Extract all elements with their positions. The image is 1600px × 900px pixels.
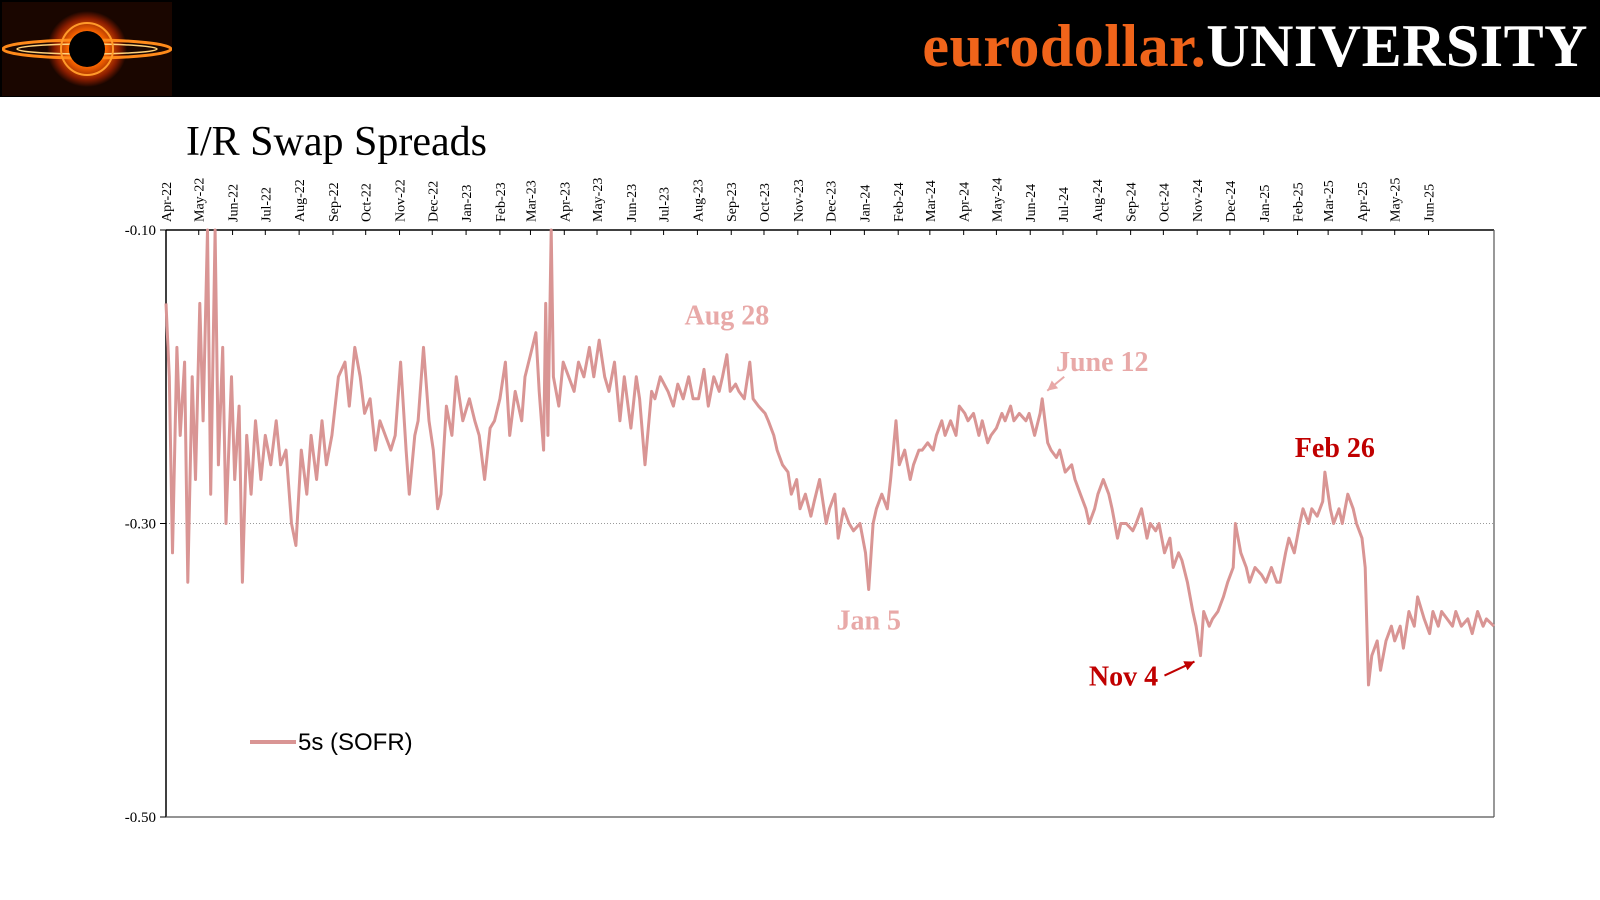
x-tick-label: Jul-22 — [259, 187, 274, 222]
x-tick-label: Nov-22 — [394, 179, 409, 222]
annotation-label: Jan 5 — [836, 606, 901, 637]
x-tick-label: Mar-23 — [524, 180, 539, 222]
x-tick-label: Mar-24 — [924, 180, 939, 222]
x-tick-label: Dec-23 — [825, 181, 840, 222]
annotation-arrowhead — [1183, 661, 1195, 671]
legend-label: 5s (SOFR) — [298, 729, 413, 756]
x-tick-label: Oct-23 — [758, 183, 773, 222]
brand-title: eurodollar.UNIVERSITY — [922, 8, 1588, 84]
x-tick-label: Dec-24 — [1224, 181, 1239, 222]
y-tick-label: -0.50 — [125, 810, 156, 826]
chart-title: I/R Swap Spreads — [186, 119, 487, 165]
x-tick-label: Jul-24 — [1057, 187, 1072, 222]
x-tick-label: Nov-23 — [792, 179, 807, 222]
x-tick-label: Mar-25 — [1322, 180, 1337, 222]
annotation-label: Feb 26 — [1295, 433, 1375, 464]
header-bar: eurodollar.UNIVERSITY — [0, 0, 1600, 97]
x-tick-label: May-25 — [1389, 178, 1404, 222]
x-tick-label: Jun-22 — [227, 184, 242, 222]
x-tick-label: Sep-22 — [327, 182, 342, 222]
x-tick-label: Sep-23 — [725, 182, 740, 222]
annotation-label: Nov 4 — [1089, 662, 1158, 693]
x-tick-label: Apr-23 — [558, 182, 573, 222]
x-tick-label: Feb-24 — [892, 182, 907, 222]
series-line — [164, 228, 1496, 687]
annotation-label: Aug 28 — [684, 301, 769, 332]
y-tick-label: -0.10 — [125, 223, 156, 239]
x-tick-label: Apr-24 — [958, 182, 973, 222]
x-tick-label: Apr-22 — [160, 182, 175, 222]
x-tick-label: Jun-25 — [1423, 184, 1438, 222]
annotation-label: June 12 — [1056, 347, 1149, 378]
annotation-arrowhead — [1047, 380, 1059, 391]
x-tick-label: Jan-23 — [460, 185, 475, 222]
x-tick-label: Aug-24 — [1091, 179, 1106, 222]
y-tick-label: -0.30 — [125, 517, 156, 533]
x-tick-label: May-24 — [990, 178, 1005, 222]
x-tick-label: May-23 — [591, 178, 606, 222]
x-tick-label: Aug-22 — [293, 179, 308, 222]
x-tick-label: Oct-24 — [1157, 183, 1172, 222]
x-tick-label: Jun-23 — [625, 184, 640, 222]
x-tick-label: Apr-25 — [1356, 182, 1371, 222]
x-tick-label: Feb-23 — [494, 182, 509, 222]
x-tick-label: Jan-25 — [1258, 185, 1273, 222]
x-tick-label: Feb-25 — [1292, 182, 1307, 222]
x-tick-label: Nov-24 — [1191, 179, 1206, 222]
x-tick-label: Dec-22 — [426, 181, 441, 222]
x-tick-label: May-22 — [193, 178, 208, 222]
x-tick-label: Jun-24 — [1024, 184, 1039, 222]
black-hole-logo-icon — [2, 2, 172, 96]
x-tick-label: Oct-22 — [360, 183, 375, 222]
x-tick-label: Jan-24 — [858, 185, 873, 222]
x-tick-label: Sep-24 — [1125, 182, 1140, 222]
x-tick-label: Aug-23 — [691, 179, 706, 222]
brand-part-eurodollar: eurodollar. — [922, 13, 1207, 79]
x-tick-label: Jul-23 — [658, 187, 673, 222]
brand-part-university: UNIVERSITY — [1206, 13, 1588, 79]
